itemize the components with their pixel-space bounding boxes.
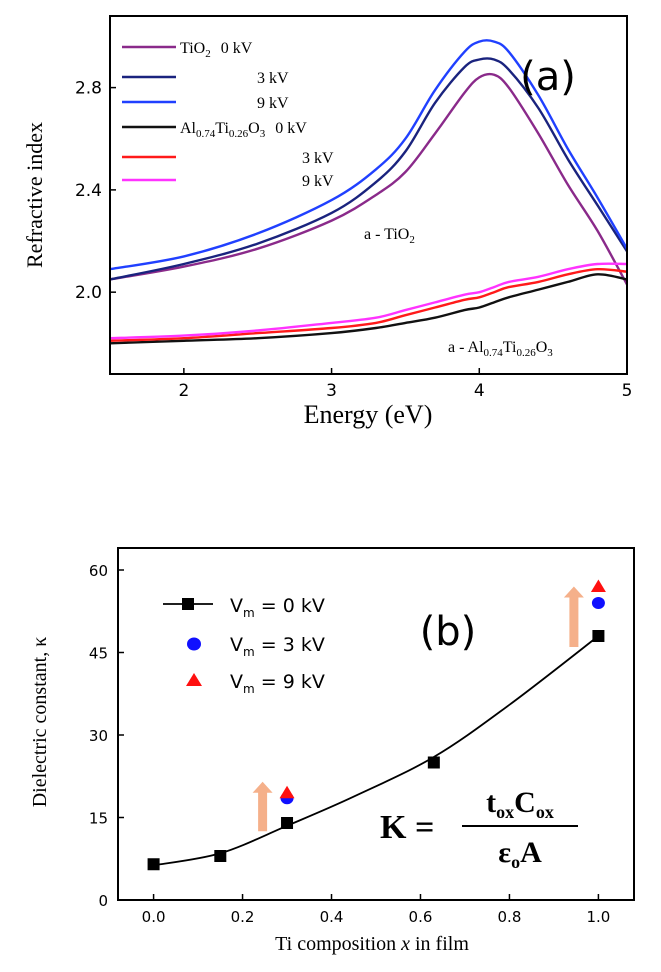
data-point-square <box>592 630 605 642</box>
equation-denominator: εoA <box>498 836 542 872</box>
legend-a-label: 3 kV <box>302 150 334 167</box>
chart-b-y-tick-label: 30 <box>89 727 108 745</box>
chart-a-series-line-2 <box>109 39 629 271</box>
chart-b-x-axis-label: Ti composition x in film <box>275 933 469 955</box>
chart-b-x-axis: 0.0 0.2 0.4 0.6 0.8 1.0 <box>142 894 610 926</box>
chart-a-x-axis: 2 3 4 5 <box>178 368 632 401</box>
chart-a-y-tick-label: 2.8 <box>75 79 102 99</box>
legend-a-label: 3 kV <box>257 70 289 87</box>
chart-b-points <box>147 579 606 871</box>
data-point-square <box>147 858 160 871</box>
chart-a-series-line-3 <box>109 273 628 345</box>
chart-b-x-tick-label: 0.0 <box>142 908 166 926</box>
chart-a-x-tick-label: 5 <box>622 381 633 401</box>
legend-b-label: Vm = 9 kV <box>230 671 325 696</box>
equation-lhs: K = <box>380 809 443 846</box>
chart-a-y-axis: 2.0 2.4 2.8 <box>75 79 116 303</box>
data-point-circle <box>591 597 605 609</box>
legend-a-label: TiO2 0 kV <box>180 40 253 60</box>
chart-a-annotation-alti: a - Al0.74Ti0.26O3 <box>448 339 553 359</box>
chart-a-legend: TiO2 0 kV 3 kV 9 kV Al0.74Ti0.26O3 0 kV 3 … <box>122 40 334 190</box>
data-point-square <box>281 817 294 829</box>
chart-b: 0.0 0.2 0.4 0.6 0.8 1.0 0 15 30 45 60 (b) Ti comp… <box>29 547 635 955</box>
chart-a-x-axis-label: Energy (eV) <box>304 400 433 429</box>
legend-b-circle-marker <box>187 637 201 651</box>
chart-a-series-line-0 <box>109 72 629 286</box>
chart-b-x-tick-label: 0.2 <box>231 908 255 926</box>
equation-numerator: toxCox <box>486 786 554 822</box>
data-point-square <box>214 850 227 862</box>
legend-a-label: 9 kV <box>302 173 334 190</box>
legend-a-label: 9 kV <box>257 95 289 112</box>
legend-b-label: Vm = 0 kV <box>230 595 325 620</box>
chart-a-frame <box>109 15 628 375</box>
legend-a-label: Al0.74Ti0.26O3 0 kV <box>180 120 307 140</box>
chart-b-x-tick-label: 0.6 <box>409 908 433 926</box>
chart-b-x-tick-label: 0.8 <box>498 908 522 926</box>
chart-b-y-tick-label: 60 <box>89 562 108 580</box>
chart-a-lines <box>109 39 629 345</box>
chart-b-y-tick-label: 15 <box>89 810 108 828</box>
data-point-triangle <box>590 579 606 592</box>
chart-a: 2 3 4 5 2.0 2.4 2.8 (a) Energy (eV) Refractiv… <box>22 15 632 429</box>
chart-a-series-line-1 <box>109 57 629 281</box>
legend-b-square-marker <box>182 598 194 610</box>
chart-a-x-tick-label: 3 <box>326 381 337 401</box>
chart-a-x-tick-label: 4 <box>474 381 485 401</box>
chart-b-y-tick-label: 0 <box>98 892 108 910</box>
chart-b-panel-label: (b) <box>420 609 477 655</box>
chart-b-legend: Vm = 0 kV Vm = 3 kV Vm = 9 kV <box>163 595 325 696</box>
chart-a-y-axis-label: Refractive index <box>22 122 47 268</box>
arrow-up-icon <box>252 781 273 832</box>
chart-b-y-axis: 0 15 30 45 60 <box>89 562 124 910</box>
chart-a-series-line-4 <box>109 267 628 342</box>
chart-a-y-tick-label: 2.0 <box>75 283 102 303</box>
arrow-up-icon <box>563 586 584 647</box>
data-point-square <box>427 756 440 769</box>
chart-b-y-tick-label: 45 <box>89 645 108 663</box>
chart-a-panel-label: (a) <box>520 54 576 100</box>
chart-a-x-tick-label: 2 <box>178 381 189 401</box>
chart-a-annotation-tio2: a - TiO2 <box>364 226 415 246</box>
chart-b-x-tick-label: 0.4 <box>320 908 344 926</box>
legend-b-triangle-marker <box>186 673 202 686</box>
chart-a-y-tick-label: 2.4 <box>75 181 102 201</box>
chart-b-arrows <box>252 586 584 832</box>
chart-b-frame <box>117 547 635 901</box>
chart-b-equation: K = toxCox εoA <box>380 786 578 872</box>
legend-b-label: Vm = 3 kV <box>230 634 325 659</box>
chart-b-y-axis-label: Dielectric constant, κ <box>29 637 51 808</box>
data-point-triangle <box>279 785 295 799</box>
chart-b-x-tick-label: 1.0 <box>586 908 610 926</box>
chart-a-series-line-5 <box>109 262 628 340</box>
